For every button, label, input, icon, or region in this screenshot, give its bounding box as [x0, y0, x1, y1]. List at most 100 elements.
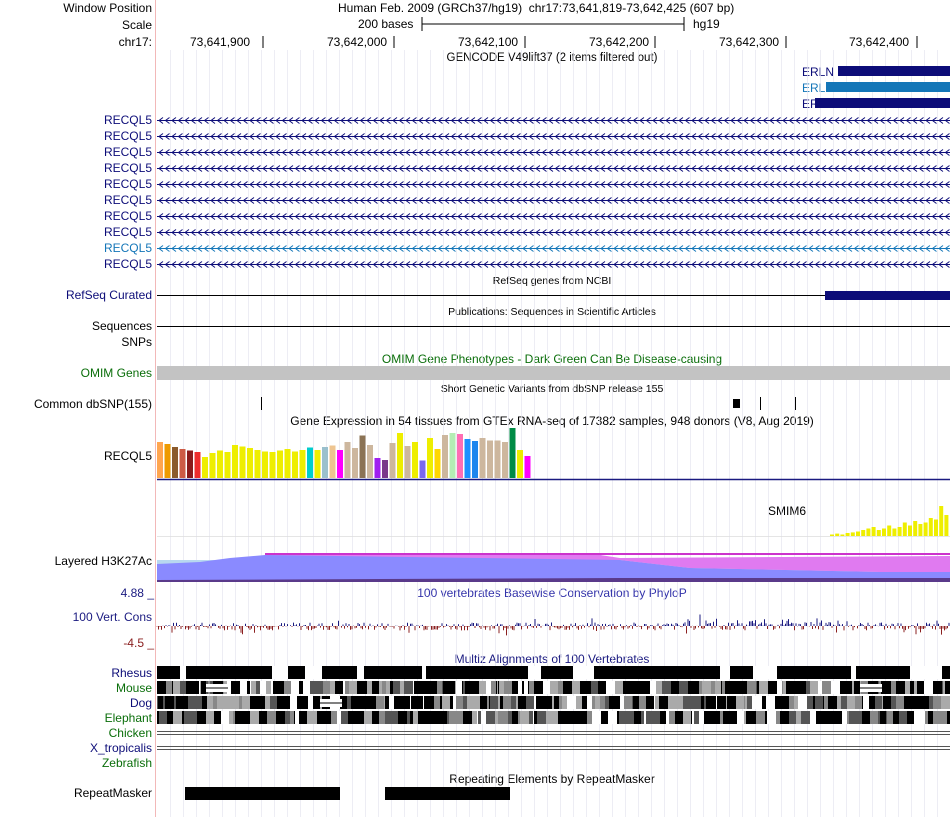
multiz-alignment-block	[480, 696, 487, 709]
multiz-alignment-block	[318, 681, 323, 694]
multiz-alignment-block	[462, 681, 463, 694]
multiz-alignment-block	[565, 711, 566, 724]
gtex-tissue-bar	[262, 451, 268, 478]
repeatmasker-label[interactable]: RepeatMasker	[73, 786, 152, 800]
multiz-alignment-block	[449, 711, 458, 724]
multiz-alignment-block	[471, 696, 480, 709]
multiz-alignment-block	[675, 666, 682, 679]
multiz-alignment-block	[166, 666, 173, 679]
multiz-species-label[interactable]: Elephant	[104, 711, 152, 725]
multiz-species-label[interactable]: Chicken	[108, 726, 152, 740]
gencode-erln-label[interactable]: ERLN	[801, 81, 834, 95]
gencode-erln-label[interactable]: ERLN	[801, 65, 834, 79]
multiz-alignment-block	[783, 681, 786, 694]
multiz-alignment-block	[654, 696, 655, 709]
multiz-alignment-block	[294, 711, 295, 724]
multiz-alignment-block	[432, 696, 434, 709]
multiz-alignment-block	[426, 666, 436, 679]
multiz-alignment-block	[452, 666, 455, 679]
multiz-alignment-block	[779, 711, 780, 724]
multiz-species-label[interactable]: Zebrafish	[101, 756, 152, 770]
multiz-alignment-block	[455, 666, 464, 679]
multiz-alignment-block	[498, 681, 499, 694]
multiz-alignment-block	[201, 681, 206, 694]
multiz-alignment-block	[694, 711, 699, 724]
gencode-recql5-label[interactable]: RECQL5	[103, 241, 152, 255]
multiz-alignment-block	[377, 666, 383, 679]
h3k27ac-label[interactable]: Layered H3K27Ac	[54, 554, 152, 568]
multiz-alignment-block	[933, 696, 941, 709]
multiz-species-label[interactable]: Rhesus	[111, 666, 152, 680]
repeat-element	[185, 787, 340, 800]
multiz-alignment-block	[924, 681, 933, 694]
gtex-tissue-bar	[299, 450, 306, 478]
recql5-strand-arrows	[158, 245, 950, 252]
gencode-recql5-label[interactable]: RECQL5	[103, 161, 152, 175]
gtex-tissue-bar	[284, 449, 291, 478]
gtex-smim6-bar	[913, 521, 918, 536]
multiz-alignment-block	[290, 711, 294, 724]
multiz-alignment-block	[310, 681, 318, 694]
gtex-tissue-bar	[292, 451, 298, 478]
snps-label[interactable]: SNPs	[121, 335, 152, 349]
gencode-recql5-label[interactable]: RECQL5	[103, 177, 152, 191]
sequences-label[interactable]: Sequences	[91, 319, 152, 333]
multiz-alignment-block	[498, 711, 503, 724]
multiz-species-label[interactable]: X_tropicalis	[89, 741, 152, 755]
multiz-alignment-block	[717, 696, 726, 709]
gencode-recql5-label[interactable]: RECQL5	[103, 193, 152, 207]
multiz-alignment-block	[250, 681, 251, 694]
multiz-species-label[interactable]: Dog	[129, 696, 152, 710]
multiz-alignment-block	[801, 711, 806, 724]
multiz-alignment-block	[837, 696, 841, 709]
multiz-alignment-block	[193, 711, 197, 724]
multiz-alignment-block	[910, 711, 914, 724]
multiz-alignment-block	[824, 696, 828, 709]
multiz-alignment-block	[299, 681, 303, 694]
multiz-alignment-block	[671, 681, 679, 694]
multiz-alignment-block	[424, 696, 432, 709]
gtex-track-title: Gene Expression in 54 tissues from GTEx …	[290, 414, 814, 428]
gencode-recql5-label[interactable]: RECQL5	[103, 113, 152, 127]
multiz-alignment-block	[308, 696, 313, 709]
recql5-strand-arrows	[158, 181, 950, 188]
multiz-alignment-block	[317, 711, 321, 724]
multiz-alignment-block	[256, 681, 260, 694]
multiz-alignment-block	[182, 711, 184, 724]
multiz-alignment-block	[503, 696, 511, 709]
gencode-recql5-label[interactable]: RECQL5	[103, 145, 152, 159]
gtex-smim6-bar	[934, 519, 938, 536]
gencode-recql5-label[interactable]: RECQL5	[103, 129, 152, 143]
gtex-tissue-bar	[187, 450, 193, 478]
dbsnp-label[interactable]: Common dbSNP(155)	[33, 397, 152, 411]
multiz-species-label[interactable]: Mouse	[115, 681, 152, 695]
multiz-alignment-block	[752, 696, 761, 709]
ruler-tick-label: 73,642,000	[327, 35, 388, 49]
omim-label[interactable]: OMIM Genes	[80, 366, 152, 380]
cons-label[interactable]: 100 Vert. Cons	[72, 610, 152, 624]
multiz-alignment-block	[339, 666, 346, 679]
multiz-alignment-block	[813, 696, 815, 709]
multiz-alignment-block	[385, 711, 391, 724]
multiz-alignment-block	[592, 696, 595, 709]
gencode-recql5-label[interactable]: RECQL5	[103, 257, 152, 271]
multiz-alignment-block	[443, 681, 450, 694]
multiz-alignment-block	[806, 681, 810, 694]
gencode-recql5-label[interactable]: RECQL5	[103, 225, 152, 239]
multiz-alignment-block	[942, 666, 950, 679]
multiz-alignment-block	[423, 681, 431, 694]
gtex-label[interactable]: RECQL5	[103, 449, 152, 463]
multiz-alignment-block	[464, 666, 472, 679]
omim-track-title: OMIM Gene Phenotypes - Dark Green Can Be…	[381, 352, 723, 366]
multiz-alignment-block	[442, 696, 449, 709]
multiz-alignment-block	[675, 711, 683, 724]
multiz-alignment-block	[180, 666, 186, 679]
gencode-recql5-label[interactable]: RECQL5	[103, 209, 152, 223]
gtex-tissue-bar	[427, 438, 433, 478]
refseq-label[interactable]: RefSeq Curated	[65, 288, 152, 302]
multiz-alignment-block	[835, 666, 839, 679]
multiz-alignment-block	[551, 711, 558, 724]
multiz-alignment-block	[920, 711, 925, 724]
